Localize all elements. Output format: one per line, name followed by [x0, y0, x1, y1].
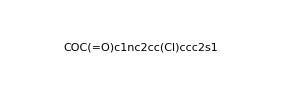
Text: COC(=O)c1nc2cc(Cl)ccc2s1: COC(=O)c1nc2cc(Cl)ccc2s1 — [64, 42, 218, 52]
